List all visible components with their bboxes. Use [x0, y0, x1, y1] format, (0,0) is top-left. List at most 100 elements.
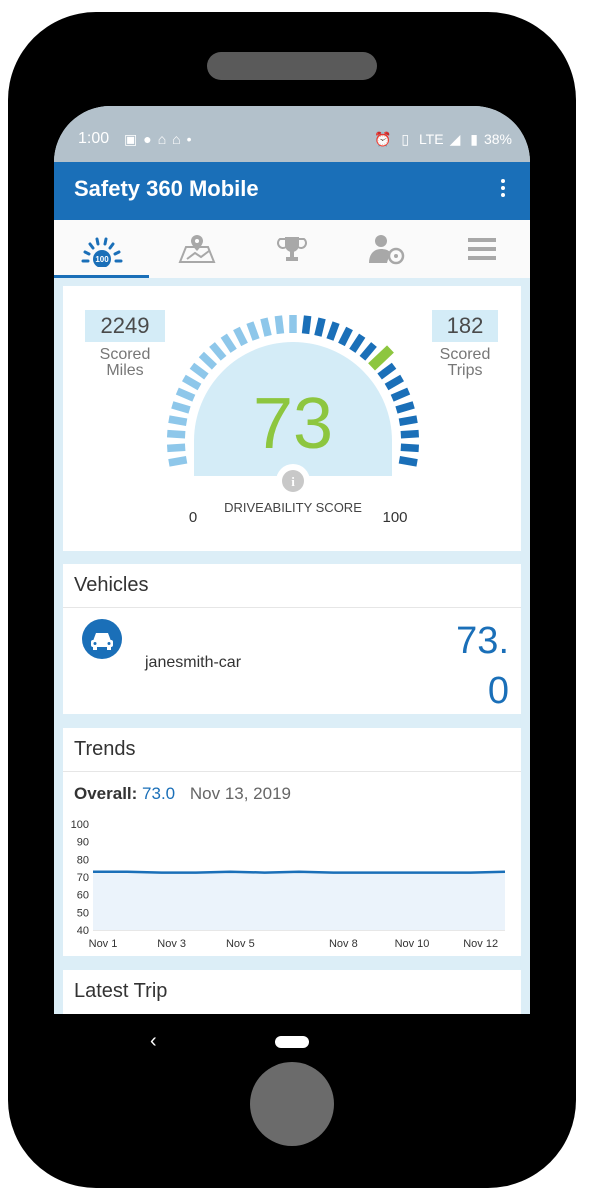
app-title: Safety 360 Mobile	[74, 176, 259, 201]
gauge-tick	[274, 315, 285, 335]
tab-leaderboard[interactable]	[244, 220, 339, 278]
gauge-tick	[198, 351, 218, 370]
x-tick-label: Nov 5	[226, 938, 255, 950]
phone-screen: 1:00 ▣●⌂⌂• ⏰ ▯ LTE ◢ ▮ 38% Safety 360 Mobi…	[54, 106, 530, 1014]
scored-trips-value: 182	[432, 310, 498, 342]
battery-percent: 38%	[483, 131, 512, 147]
overall-date: Nov 13, 2019	[189, 784, 292, 803]
gauge-tick	[349, 333, 366, 353]
back-button[interactable]: ‹	[150, 1030, 157, 1052]
status-right: ⏰ ▯ LTE ◢ ▮ 38%	[368, 131, 512, 148]
gauge-face	[194, 342, 392, 476]
gauge-tick	[338, 326, 353, 347]
info-icon-glyph: i	[291, 474, 295, 489]
scored-miles-value: 2249	[85, 310, 165, 342]
gauge-tick	[359, 342, 377, 361]
gauge-tick	[326, 321, 340, 341]
tab-driver[interactable]	[339, 220, 434, 278]
scored-trips-label: Scored Trips	[439, 346, 491, 379]
info-icon[interactable]	[282, 470, 304, 492]
overflow-menu-icon[interactable]	[498, 176, 508, 204]
y-tick-label: 50	[77, 907, 89, 919]
vibrate-icon: ▯	[401, 131, 410, 147]
y-tick-label: 100	[71, 819, 89, 831]
gauge-tick	[182, 374, 202, 391]
gauge-tick	[166, 443, 186, 453]
dot-icon: •	[186, 131, 198, 147]
latest-trip-header: Latest Trip	[74, 980, 168, 1002]
gauge-tick	[398, 415, 418, 426]
gauge-tick	[168, 415, 188, 426]
trends-header: Trends	[74, 738, 136, 760]
gauge-tick	[260, 317, 272, 337]
driveability-gauge: 73 i 0 DRIVEABILITY SCORE 100	[166, 315, 420, 526]
physical-home-button[interactable]	[250, 1062, 334, 1146]
overall-label: Overall:	[74, 784, 138, 803]
notification-icons: ▣●⌂⌂•	[124, 131, 198, 148]
phone-speaker	[207, 52, 377, 80]
x-tick-label: Nov 1	[89, 938, 118, 950]
y-tick-label: 60	[77, 890, 89, 902]
gauge-tick	[166, 429, 186, 439]
svg-text:100: 100	[95, 255, 109, 264]
home-icon: ⌂	[157, 131, 173, 147]
trends-card: Trends Overall: 73.0 Nov 13, 2019 100 90 8…	[63, 728, 521, 956]
home-pill[interactable]	[275, 1036, 309, 1048]
status-time: 1:00	[78, 130, 110, 147]
vehicle-score: 73. 0	[456, 620, 509, 712]
y-tick-label: 80	[77, 854, 89, 866]
lte-label: LTE	[418, 131, 444, 147]
trend-area	[93, 871, 505, 930]
y-tick-label: 40	[77, 925, 89, 937]
score-card: 2249 Scored Miles 182 Scored Trips 73 i …	[63, 286, 521, 551]
score-gauge-icon: 100	[81, 237, 122, 267]
y-tick-label: 70	[77, 872, 89, 884]
map-icon	[178, 235, 215, 263]
gauge-marker	[368, 345, 394, 371]
tab-bar: 100	[54, 220, 530, 278]
overall-summary: Overall: 73.0 Nov 13, 2019	[74, 784, 291, 804]
vehicles-header: Vehicles	[74, 574, 149, 596]
x-tick-label: Nov 10	[395, 938, 430, 950]
overall-value: 73.0	[142, 784, 176, 803]
menu-icon	[467, 238, 496, 260]
gauge-tick	[233, 326, 248, 347]
gauge-tick	[398, 456, 418, 467]
gauge-tick	[384, 374, 404, 391]
status-bar: 1:00 ▣●⌂⌂• ⏰ ▯ LTE ◢ ▮ 38%	[54, 106, 530, 162]
y-tick-label: 90	[77, 837, 89, 849]
trophy-icon	[276, 237, 307, 261]
car-icon	[82, 619, 122, 659]
app-bar: Safety 360 Mobile	[54, 162, 530, 220]
home-icon: ⌂	[172, 131, 187, 147]
w-app-icon: ▣	[124, 131, 144, 147]
tab-map[interactable]	[149, 220, 244, 278]
gauge-tick	[246, 321, 260, 341]
x-tick-label: Nov 3	[157, 938, 186, 950]
tab-menu[interactable]	[434, 220, 529, 278]
gauge-tick	[400, 443, 420, 453]
scored-miles-label: Scored Miles	[99, 346, 151, 379]
signal-icon: ◢	[449, 131, 461, 147]
gauge-tick	[171, 401, 191, 414]
gauge-min-label: 0	[189, 509, 197, 526]
gauge-tick	[189, 362, 209, 380]
gauge-tick	[400, 429, 420, 439]
gauge-tick	[175, 387, 196, 402]
x-tick-label: Nov 8	[329, 938, 358, 950]
gauge-ticks	[166, 315, 420, 467]
tab-score[interactable]: 100	[54, 220, 149, 278]
score-value: 73	[253, 384, 333, 464]
gauge-tick	[209, 342, 227, 361]
trend-line	[93, 870, 506, 874]
gauge-tick	[395, 401, 415, 414]
latest-trip-card[interactable]: Latest Trip	[63, 970, 521, 1014]
alarm-icon: ⏰	[374, 131, 392, 147]
divider	[63, 771, 521, 772]
vehicle-name: janesmith-car	[145, 654, 242, 671]
gauge-tick	[220, 333, 237, 353]
gauge-tick	[168, 456, 188, 467]
gauge-tick	[377, 362, 397, 380]
gauge-max-label: 100	[382, 509, 407, 526]
